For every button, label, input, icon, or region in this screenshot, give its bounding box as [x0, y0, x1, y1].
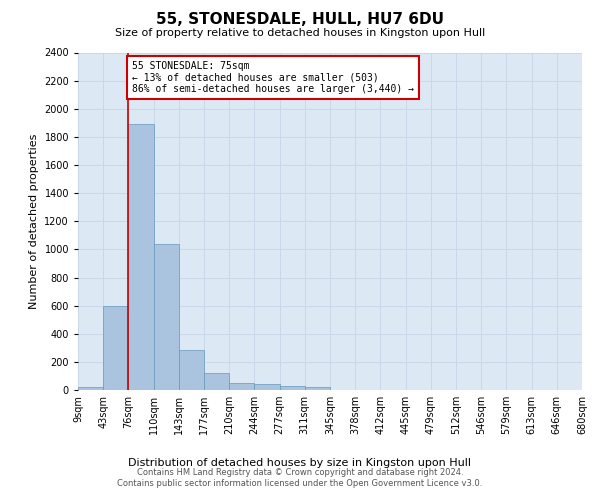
Bar	[128, 124, 154, 390]
Text: Distribution of detached houses by size in Kingston upon Hull: Distribution of detached houses by size …	[128, 458, 472, 468]
Bar	[103, 306, 128, 390]
Text: Size of property relative to detached houses in Kingston upon Hull: Size of property relative to detached ho…	[115, 28, 485, 38]
Bar	[179, 350, 204, 390]
Bar	[204, 373, 229, 390]
Bar	[254, 384, 280, 390]
Bar	[154, 244, 179, 390]
Bar	[305, 388, 330, 390]
Bar	[78, 387, 103, 390]
Y-axis label: Number of detached properties: Number of detached properties	[29, 134, 38, 309]
Text: Contains HM Land Registry data © Crown copyright and database right 2024.
Contai: Contains HM Land Registry data © Crown c…	[118, 468, 482, 487]
Text: 55, STONESDALE, HULL, HU7 6DU: 55, STONESDALE, HULL, HU7 6DU	[156, 12, 444, 28]
Bar	[280, 386, 305, 390]
Text: 55 STONESDALE: 75sqm
← 13% of detached houses are smaller (503)
86% of semi-deta: 55 STONESDALE: 75sqm ← 13% of detached h…	[132, 61, 414, 94]
Bar	[229, 383, 254, 390]
